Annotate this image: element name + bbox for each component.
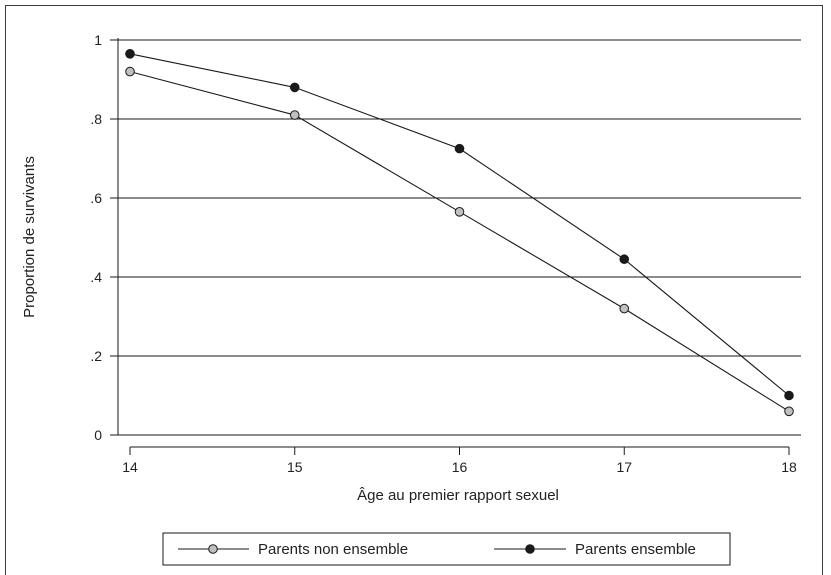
axes: 0 .2 .4 .6 .8 1 14 15 16 17 18 <box>90 32 797 475</box>
y-tick-label-2: .4 <box>90 269 102 285</box>
series-line-parents-non-ensemble <box>129 71 790 412</box>
point-parents-ensemble-2 <box>454 143 465 154</box>
x-axis-title: Âge au premier rapport sexuel <box>357 487 559 504</box>
series-group <box>125 49 794 417</box>
legend: Parents non ensemble Parents ensemble <box>162 532 731 566</box>
point-parents-ensemble-4 <box>784 390 794 401</box>
x-tick-label-3: 17 <box>616 459 632 475</box>
grid-lines <box>118 39 801 436</box>
x-tick-label-1: 15 <box>287 459 303 475</box>
y-axis-title: Proportion de survivants <box>21 156 38 318</box>
y-tick-label-3: .6 <box>90 190 102 206</box>
point-parents-ensemble-0 <box>125 49 135 59</box>
legend-box <box>162 532 731 566</box>
point-parents-non-ensemble-0 <box>125 66 135 77</box>
legend-label-parents-non-ensemble: Parents non ensemble <box>258 541 408 558</box>
point-parents-non-ensemble-3 <box>619 303 630 314</box>
chart-frame <box>5 5 823 575</box>
legend-marker-parents-non-ensemble <box>208 544 218 554</box>
legend-marker-parents-ensemble <box>525 544 535 554</box>
legend-label-parents-ensemble: Parents ensemble <box>575 541 696 558</box>
y-tick-label-5: 1 <box>94 32 102 48</box>
y-tick-label-4: .8 <box>90 111 102 127</box>
series-line-parents-ensemble <box>129 53 790 396</box>
x-tick-label-2: 16 <box>452 459 468 475</box>
point-parents-ensemble-1 <box>289 82 300 93</box>
x-tick-label-4: 18 <box>781 459 797 475</box>
x-tick-label-0: 14 <box>122 459 138 475</box>
y-tick-label-1: .2 <box>90 348 102 364</box>
point-parents-non-ensemble-2 <box>454 207 465 217</box>
point-parents-non-ensemble-4 <box>784 406 794 417</box>
point-parents-non-ensemble-1 <box>289 110 300 120</box>
y-tick-label-0: 0 <box>94 427 102 443</box>
point-parents-ensemble-3 <box>619 254 630 265</box>
